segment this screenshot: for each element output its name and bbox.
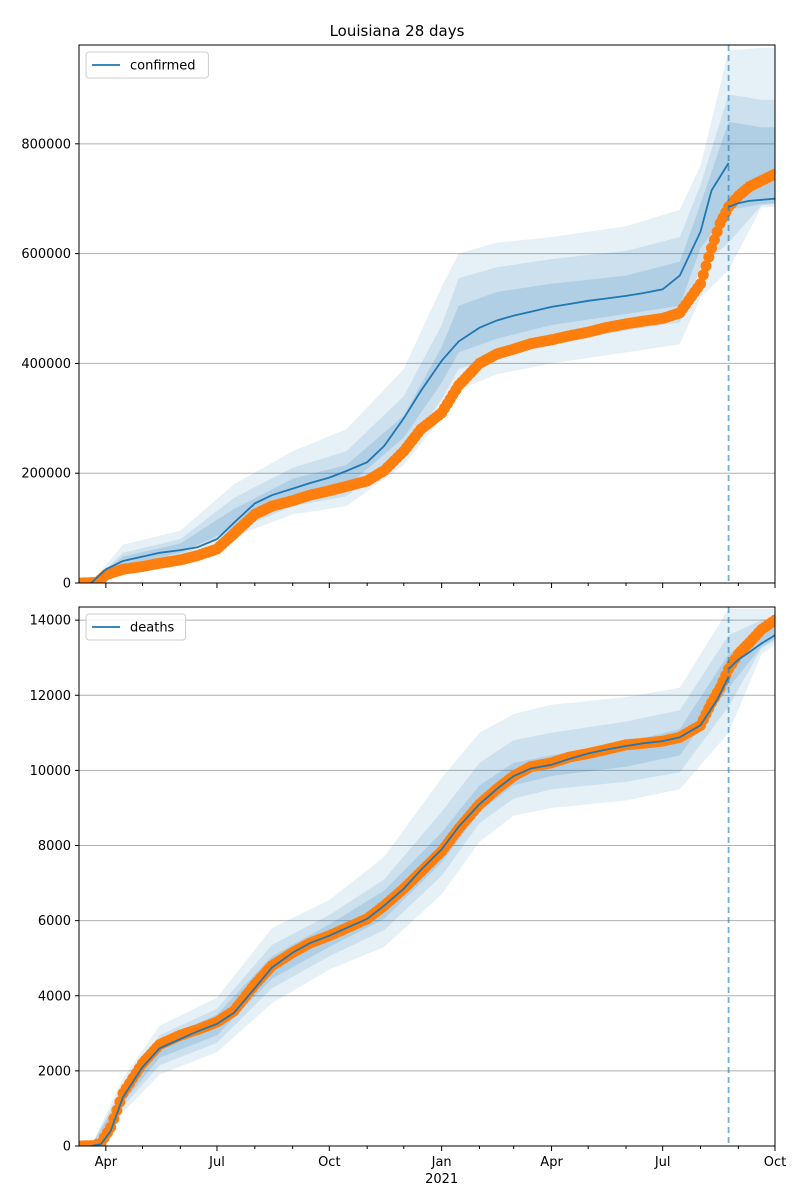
y-tick-label: 0 (63, 1140, 71, 1155)
y-tick-label: 4000 (38, 989, 71, 1004)
x-tick-label: Jul (654, 1155, 671, 1170)
y-tick-label: 600000 (21, 247, 71, 262)
axes-frame (78, 44, 776, 584)
y-tick-label: 200000 (21, 467, 71, 482)
y-tick-label: 0 (63, 577, 71, 592)
uncertainty-band-2 (91, 627, 775, 1146)
legend: confirmed (85, 51, 209, 79)
legend: deaths (85, 613, 187, 641)
x-tick-label: Jan (431, 1155, 452, 1170)
legend-label: deaths (130, 621, 175, 636)
deaths-panel: 0 2000 4000 6000 8000 10000 12000 14000 Apr Jul Oc… (30, 606, 786, 1187)
x-year-label: 2021 (425, 1172, 458, 1187)
observed-point (711, 226, 723, 238)
uncertainty-band-0 (91, 47, 775, 583)
y-tick-label: 14000 (30, 614, 71, 629)
y-tick-label: 2000 (38, 1064, 71, 1079)
chart-title: Louisiana 28 days (330, 22, 465, 40)
y-tick-label: 800000 (21, 137, 71, 152)
model-line (91, 676, 730, 1146)
observed-point (697, 269, 709, 281)
uncertainty-band-0 (91, 608, 775, 1146)
y-tick-label: 8000 (38, 839, 71, 854)
legend-box (85, 51, 209, 79)
plot-area (79, 45, 775, 583)
observed-point (703, 251, 715, 263)
x-tick-label: Oct (764, 1155, 786, 1170)
legend-box (85, 613, 187, 641)
observed-point (769, 614, 775, 626)
x-tick-label: Apr (540, 1155, 563, 1170)
y-tick-label: 12000 (30, 689, 71, 704)
confirmed-panel: 0 200000 400000 600000 800000 confirmed (21, 44, 776, 592)
y-tick-label: 400000 (21, 357, 71, 372)
y-tick-label: 10000 (30, 764, 71, 779)
observed-point (695, 278, 706, 290)
forecast-line (728, 197, 775, 208)
forecast-line (727, 634, 775, 670)
x-tick-label: Apr (95, 1155, 118, 1170)
axes-frame (78, 606, 776, 1147)
model-line (90, 162, 730, 583)
legend-label: confirmed (130, 59, 196, 74)
y-tick-label: 6000 (38, 914, 71, 929)
observed-point (700, 260, 712, 272)
x-tick-label: Jul (208, 1155, 225, 1170)
observed-point (769, 168, 775, 180)
plot-area (79, 607, 775, 1146)
x-tick-label: Oct (318, 1155, 340, 1170)
